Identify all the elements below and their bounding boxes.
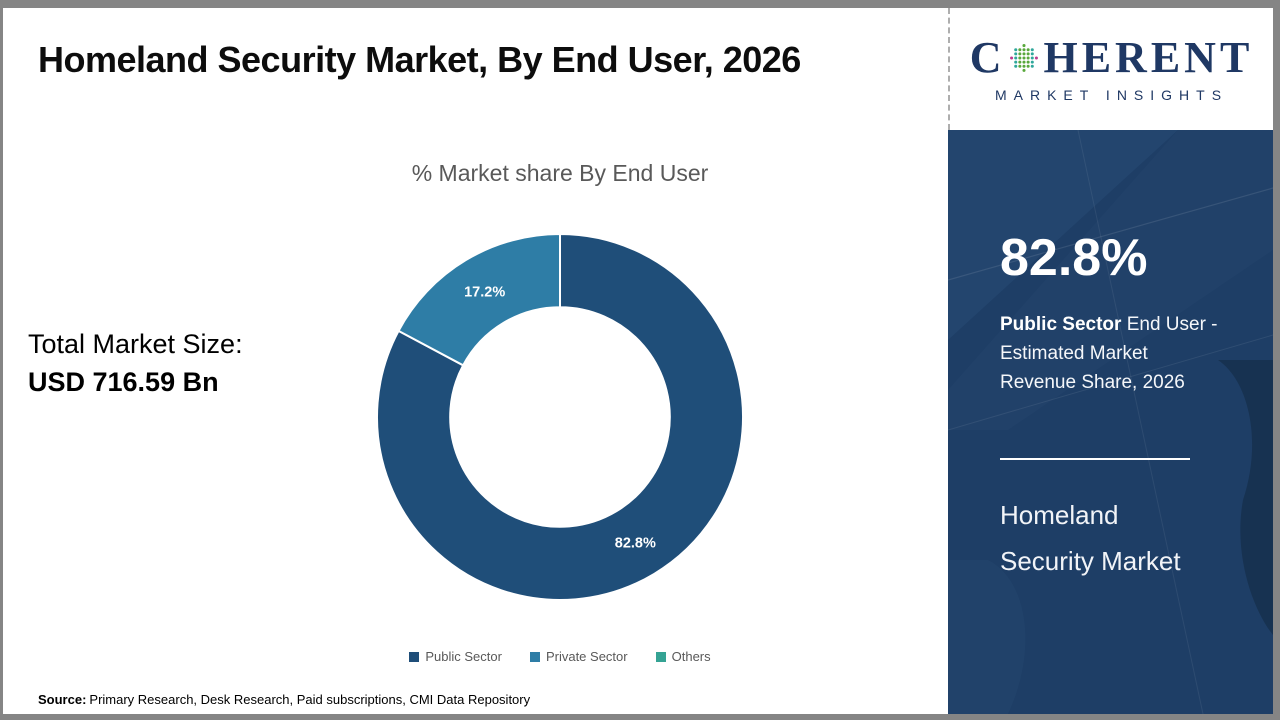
sidebar: 82.8% Public Sector End User - Estimated… xyxy=(948,130,1273,714)
sidebar-brand: Homeland Security Market xyxy=(1000,492,1181,584)
globe-icon xyxy=(1006,40,1042,76)
sidebar-stat-description-line2: Estimated Market xyxy=(1000,343,1148,364)
sidebar-stat-description-bold: Public Sector xyxy=(1000,314,1122,335)
legend-swatch xyxy=(655,651,666,662)
slice-label: 17.2% xyxy=(464,284,505,300)
world-map-decoration xyxy=(948,130,1273,714)
legend-label: Public Sector xyxy=(425,649,502,664)
sidebar-stat-value: 82.8% xyxy=(1000,229,1148,287)
sidebar-divider xyxy=(1000,458,1190,460)
total-market-size: Total Market Size: USD 716.59 Bn xyxy=(28,326,243,401)
source-label: Source: xyxy=(38,692,87,707)
legend-item-public-sector: Public Sector xyxy=(409,649,502,664)
legend-label: Others xyxy=(671,649,711,664)
legend-item-others: Others xyxy=(655,649,711,664)
legend-label: Private Sector xyxy=(545,649,628,664)
chart-legend: Public Sector Private Sector Others xyxy=(160,649,960,664)
slice-private-sector xyxy=(397,232,561,367)
legend-swatch xyxy=(529,651,540,662)
donut-chart: 82.8% 17.2% xyxy=(376,232,744,601)
sidebar-stat-description-line3: Revenue Share, 2026 xyxy=(1000,372,1185,393)
page-title: Homeland Security Market, By End User, 2… xyxy=(38,39,801,80)
legend-swatch xyxy=(409,651,420,662)
sidebar-stat-description-rest: End User - xyxy=(1121,314,1218,335)
slice-label: 82.8% xyxy=(615,536,656,552)
legend-item-private-sector: Private Sector xyxy=(529,649,628,664)
total-market-size-label: Total Market Size: xyxy=(28,329,243,359)
logo-subtitle: MARKET INSIGHTS xyxy=(994,86,1229,103)
sidebar-stat-description: Public Sector End User - Estimated Marke… xyxy=(1000,310,1240,397)
sidebar-brand-line2: Security Market xyxy=(1000,546,1181,576)
source-note: Source: Primary Research, Desk Research, … xyxy=(38,692,530,707)
sidebar-brand-line1: Homeland xyxy=(1000,500,1119,530)
logo: C HERENT MARKET INSIGHTS xyxy=(948,8,1273,130)
chart-title: % Market share By End User xyxy=(411,160,709,186)
logo-letters-rest: HERENT xyxy=(1043,32,1254,82)
total-market-size-value: USD 716.59 Bn xyxy=(28,367,219,397)
source-text: Primary Research, Desk Research, Paid su… xyxy=(89,692,531,707)
logo-wordmark: C HERENT xyxy=(969,32,1254,82)
logo-letter-c: C xyxy=(969,32,1006,82)
slice-public-sector xyxy=(376,232,744,601)
content-area: Homeland Security Market, By End User, 2… xyxy=(3,8,1273,714)
